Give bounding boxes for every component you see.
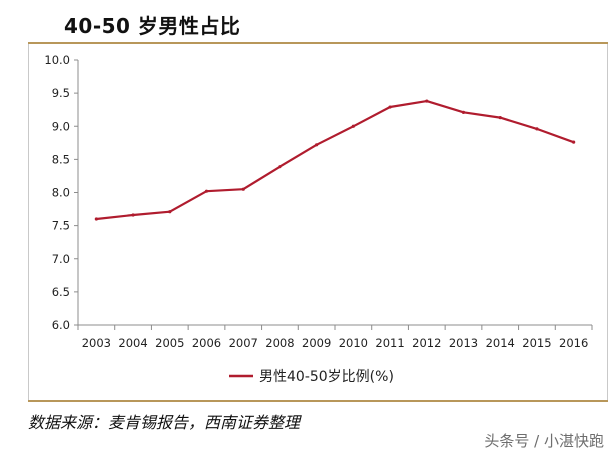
legend: 男性40-50岁比例(%) [229,369,394,385]
y-tick-label: 6.5 [52,285,70,299]
y-tick-label: 9.5 [52,86,70,100]
series-group [94,99,576,221]
x-tick-label: 2005 [155,336,184,350]
x-tick-label: 2007 [229,336,258,350]
x-tick-label: 2009 [302,336,331,350]
chart-title: 40-50 岁男性占比 [64,14,241,38]
plot-frame [28,44,608,400]
top-divider [28,42,608,44]
source-note: 数据来源：麦肯锡报告，西南证券整理 [28,413,301,432]
data-point [94,217,98,221]
y-tick-label: 7.0 [52,252,70,266]
y-tick-label: 8.5 [52,152,70,166]
data-point [315,143,319,147]
y-axis: 6.0 6.5 7.0 7.5 8.0 8.5 9.0 9.5 10.0 [44,53,79,332]
data-point [351,124,355,128]
data-point [168,210,172,214]
data-point [425,99,429,103]
x-tick-label: 2008 [265,336,294,350]
data-point [498,116,502,120]
x-tick-label: 2015 [522,336,551,350]
bottom-divider [28,400,608,402]
data-point [461,110,466,114]
data-point [241,187,245,191]
x-tick-label: 2011 [375,336,404,350]
data-point [131,213,135,217]
x-tick-label: 2012 [412,336,441,350]
data-point [572,140,576,144]
x-tick-label: 2014 [486,336,515,350]
x-axis: 2003 2004 2005 2006 2007 2008 2009 2010 2011 2012… [77,324,593,350]
data-point [388,105,392,109]
data-point [278,165,282,169]
watermark: 头条号 / 小湛快跑 [484,432,604,450]
x-tick-label: 2013 [449,336,478,350]
y-tick-label: 9.0 [52,119,70,133]
data-point [204,189,209,193]
y-tick-label: 7.5 [52,219,70,233]
x-tick-label: 2003 [82,336,111,350]
legend-label: 男性40-50岁比例(%) [259,369,394,385]
y-tick-label: 8.0 [52,186,70,200]
x-tick-label: 2004 [118,336,147,350]
series-line [95,99,575,221]
x-tick-label: 2010 [339,336,368,350]
x-tick-label: 2006 [192,336,221,350]
x-tick-label: 2016 [559,336,588,350]
y-tick-label: 6.0 [52,318,70,332]
line-chart: 6.06.57.07.58.08.59.09.510.0 2003 2004 200… [44,53,593,385]
y-tick-label: 10.0 [44,53,70,67]
data-point [535,127,539,131]
